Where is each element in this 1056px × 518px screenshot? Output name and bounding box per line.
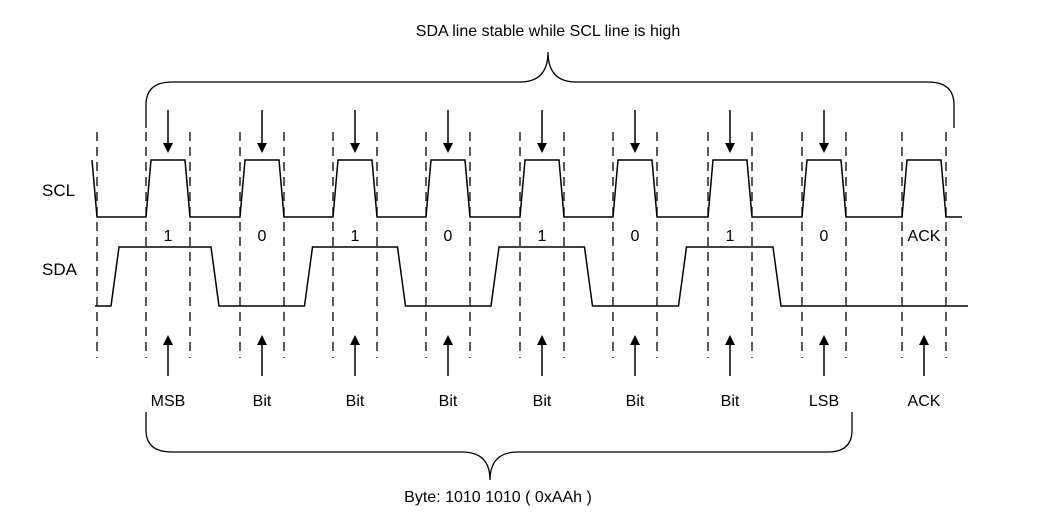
bit-role: Bit bbox=[721, 393, 740, 410]
bottom-brace bbox=[145, 412, 853, 481]
bit-value: 1 bbox=[164, 228, 173, 245]
bit-columns: 1 MSB 0 Bit 1 Bit 0 Bit 1 Bit 0 Bit 1 Bit 0 LSB ACK ACK bbox=[151, 110, 941, 410]
scl-waveform bbox=[91, 159, 962, 218]
top-brace bbox=[145, 51, 955, 128]
bottom-caption: Byte: 1010 1010 ( 0xAAh ) bbox=[404, 489, 592, 506]
bit-role: ACK bbox=[908, 393, 941, 410]
bit-value: 0 bbox=[258, 228, 267, 245]
bit-role: Bit bbox=[439, 393, 458, 410]
top-caption: SDA line stable while SCL line is high bbox=[416, 23, 680, 40]
bit-role: Bit bbox=[253, 393, 272, 410]
bit-role: LSB bbox=[809, 393, 839, 410]
bit-role: Bit bbox=[533, 393, 552, 410]
bit-value: 1 bbox=[351, 228, 360, 245]
bit-value: 0 bbox=[631, 228, 640, 245]
bit-role: Bit bbox=[346, 393, 365, 410]
bit-value: 1 bbox=[726, 228, 735, 245]
bit-role: Bit bbox=[626, 393, 645, 410]
bit-value: 1 bbox=[538, 228, 547, 245]
bit-role: MSB bbox=[151, 393, 186, 410]
bit-value: 0 bbox=[820, 228, 829, 245]
sda-label: SDA bbox=[42, 260, 78, 279]
scl-label: SCL bbox=[42, 181, 75, 200]
sda-waveform bbox=[95, 246, 968, 307]
timing-guides bbox=[96, 132, 947, 358]
bit-value: 0 bbox=[444, 228, 453, 245]
bit-value: ACK bbox=[908, 228, 941, 245]
